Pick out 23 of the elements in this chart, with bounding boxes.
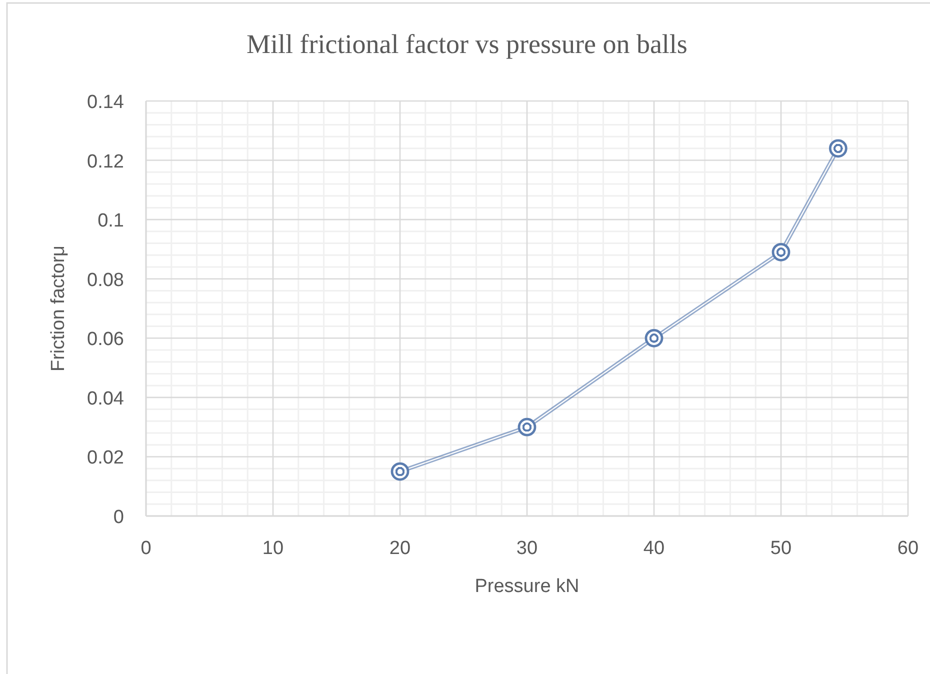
y-tick-label: 0.12 bbox=[87, 151, 124, 172]
x-tick-label: 40 bbox=[643, 538, 665, 559]
y-axis-title: Friction factorμ bbox=[48, 245, 69, 372]
point bbox=[644, 328, 664, 348]
chart-title: Mill frictional factor vs pressure on balls bbox=[246, 29, 688, 59]
y-tick-label: 0.14 bbox=[87, 92, 124, 113]
x-tick-label: 20 bbox=[389, 538, 411, 559]
point bbox=[390, 462, 410, 481]
x-tick-label: 50 bbox=[770, 538, 792, 559]
y-tick-label: 0.04 bbox=[87, 388, 124, 410]
x-tick-label: 60 bbox=[897, 538, 919, 559]
y-tick-label: 0.08 bbox=[87, 270, 124, 291]
y-tick-label: 0 bbox=[113, 507, 124, 528]
x-tick-label: 0 bbox=[140, 538, 152, 559]
x-axis-title: Pressure kN bbox=[474, 576, 580, 597]
point bbox=[518, 418, 536, 436]
y-tick-label: 0.06 bbox=[87, 329, 124, 350]
point bbox=[828, 139, 848, 158]
x-tick-label: 10 bbox=[262, 538, 284, 559]
y-tick-label: 0.02 bbox=[87, 448, 124, 469]
point bbox=[772, 242, 790, 262]
x-tick-label: 30 bbox=[516, 538, 538, 559]
y-tick-label: 0.1 bbox=[98, 210, 124, 232]
